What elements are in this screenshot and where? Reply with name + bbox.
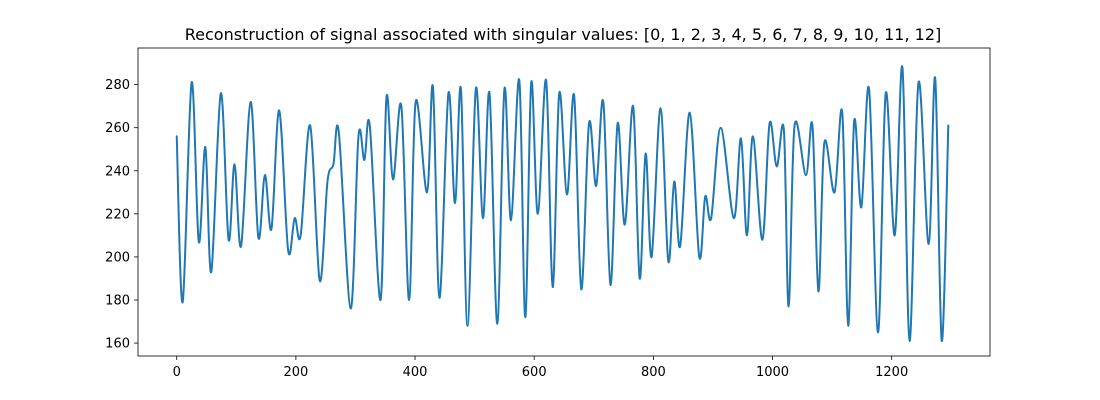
plot-lines: [175, 65, 950, 342]
x-tick-label: 200: [283, 365, 308, 380]
y-tick-label: 160: [105, 337, 130, 352]
y-tick-label: 180: [105, 294, 130, 309]
x-tick-label: 1200: [875, 365, 908, 380]
x-tick-label: 1000: [756, 365, 789, 380]
y-axis: 160 180 200 220 240 260 280: [105, 78, 138, 352]
x-tick-label: 800: [641, 365, 666, 380]
x-tick-label: 0: [173, 365, 181, 380]
plot-area: [137, 47, 991, 357]
y-tick-label: 220: [105, 207, 130, 222]
signal-series-line: [175, 65, 950, 342]
y-tick-label: 200: [105, 250, 130, 265]
chart-title: Reconstruction of signal associated with…: [185, 25, 942, 44]
x-tick-label: 400: [403, 365, 428, 380]
y-tick-label: 280: [105, 78, 130, 93]
x-axis: 0 200 400 600 800 1000 1200: [173, 356, 908, 380]
y-tick-label: 240: [105, 164, 130, 179]
x-tick-label: 600: [522, 365, 547, 380]
y-tick-label: 260: [105, 121, 130, 136]
